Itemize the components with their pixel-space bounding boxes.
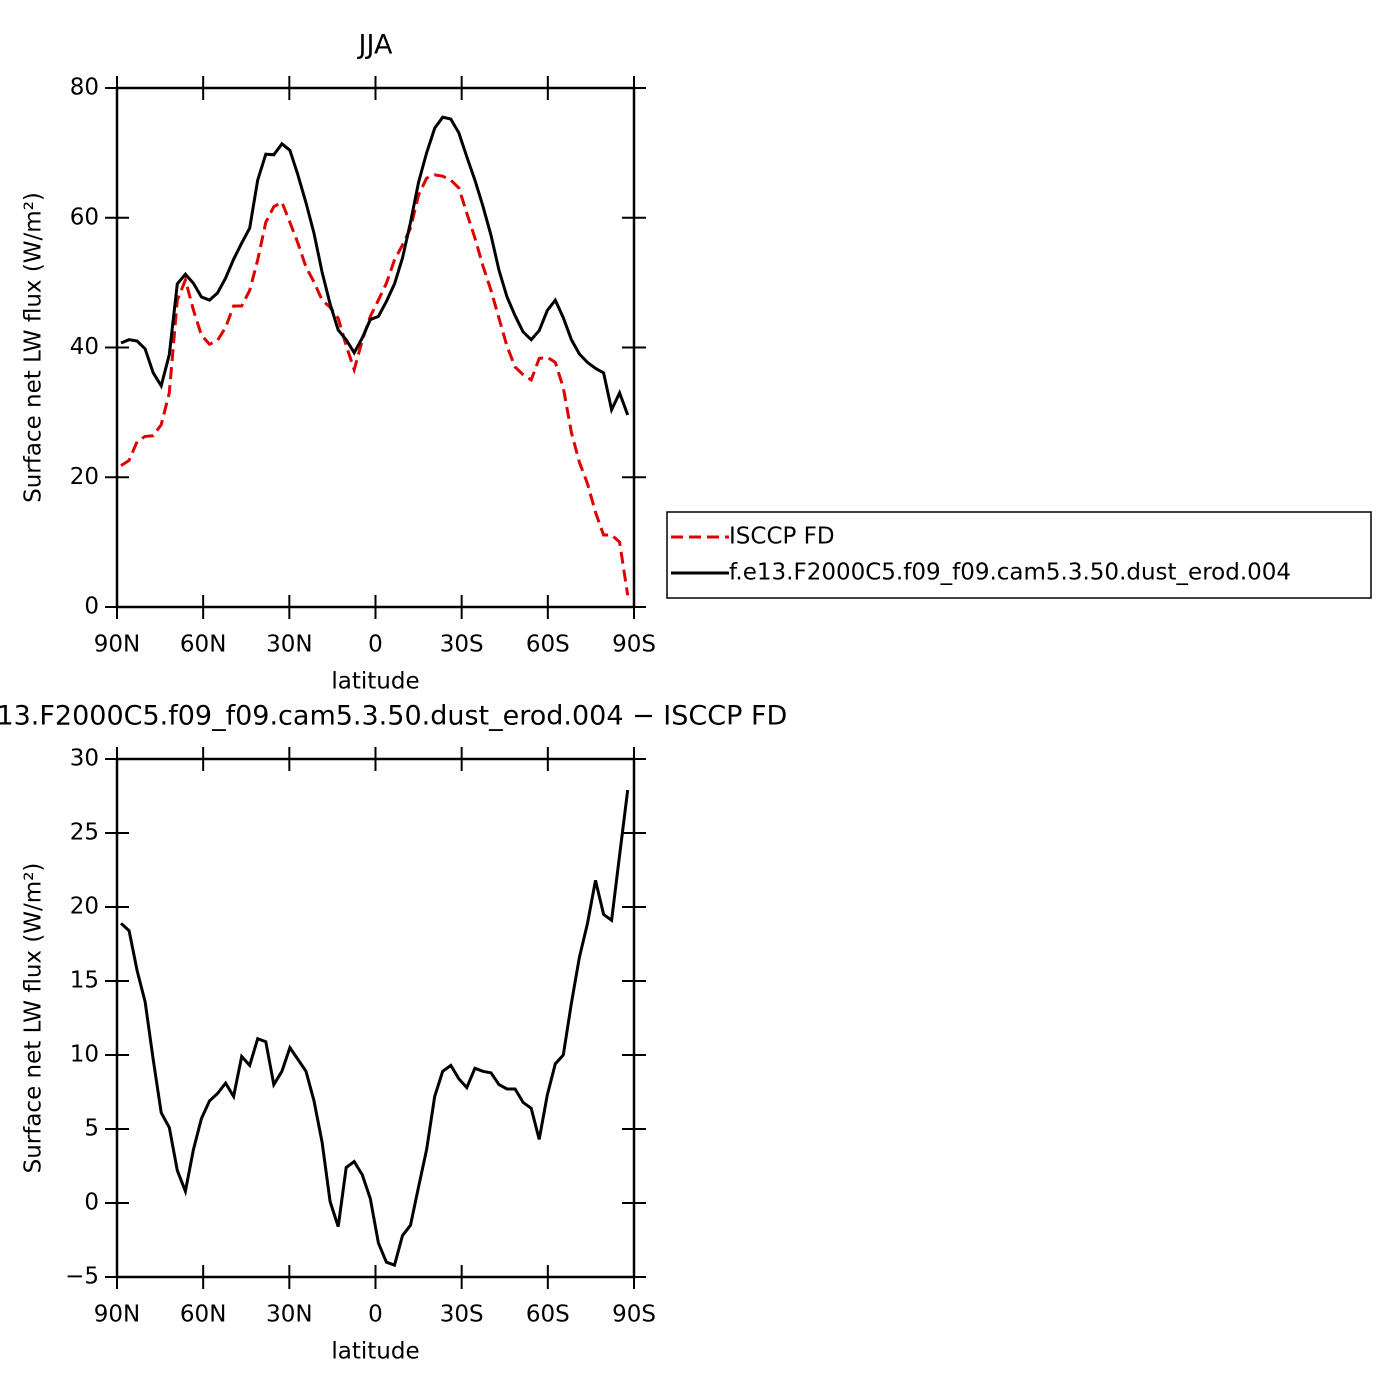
x-tick-label: 90N bbox=[94, 1302, 140, 1328]
y-axis-label: Surface net LW flux (W/m²) bbox=[21, 192, 47, 503]
y-tick-label: 20 bbox=[70, 894, 99, 920]
x-axis-label: latitude bbox=[331, 669, 419, 695]
y-tick-label: 60 bbox=[70, 204, 99, 230]
x-tick-label: 30S bbox=[440, 632, 484, 658]
y-tick-label: −5 bbox=[65, 1264, 99, 1290]
series-line bbox=[120, 173, 630, 596]
y-tick-label: 0 bbox=[84, 1190, 99, 1216]
y-tick-label: 5 bbox=[84, 1116, 99, 1142]
y-tick-label: 10 bbox=[70, 1042, 99, 1068]
x-tick-label: 0 bbox=[368, 632, 383, 658]
x-tick-label: 90S bbox=[612, 632, 656, 658]
x-tick-label: 30S bbox=[440, 1302, 484, 1328]
chart-title: f.e13.F2000C5.f09_f09.cam5.3.50.dust_ero… bbox=[0, 701, 787, 732]
x-tick-label: 0 bbox=[368, 1302, 383, 1328]
x-tick-label: 60S bbox=[526, 1302, 570, 1328]
x-tick-label: 60N bbox=[180, 1302, 226, 1328]
y-tick-label: 25 bbox=[70, 820, 99, 846]
x-tick-label: 30N bbox=[266, 1302, 312, 1328]
x-tick-label: 30N bbox=[266, 632, 312, 658]
legend-box bbox=[666, 511, 1372, 599]
x-tick-label: 60N bbox=[180, 632, 226, 658]
x-tick-label: 90N bbox=[94, 632, 140, 658]
y-axis-label: Surface net LW flux (W/m²) bbox=[21, 863, 47, 1174]
legend-label: ISCCP FD bbox=[729, 524, 835, 550]
y-tick-label: 30 bbox=[70, 746, 99, 772]
y-tick-label: 40 bbox=[70, 334, 99, 360]
x-tick-label: 90S bbox=[612, 1302, 656, 1328]
y-tick-label: 20 bbox=[70, 464, 99, 490]
legend-label: f.e13.F2000C5.f09_f09.cam5.3.50.dust_ero… bbox=[729, 560, 1291, 586]
series-line bbox=[120, 115, 630, 416]
x-axis-label: latitude bbox=[331, 1339, 419, 1365]
series-line bbox=[119, 789, 630, 1268]
plot-frame bbox=[115, 86, 636, 609]
y-tick-label: 80 bbox=[70, 75, 99, 101]
chart-title: JJA bbox=[357, 30, 393, 61]
y-tick-label: 15 bbox=[70, 968, 99, 994]
y-tick-label: 0 bbox=[84, 594, 99, 620]
x-tick-label: 60S bbox=[526, 632, 570, 658]
plot-frame bbox=[115, 757, 636, 1279]
